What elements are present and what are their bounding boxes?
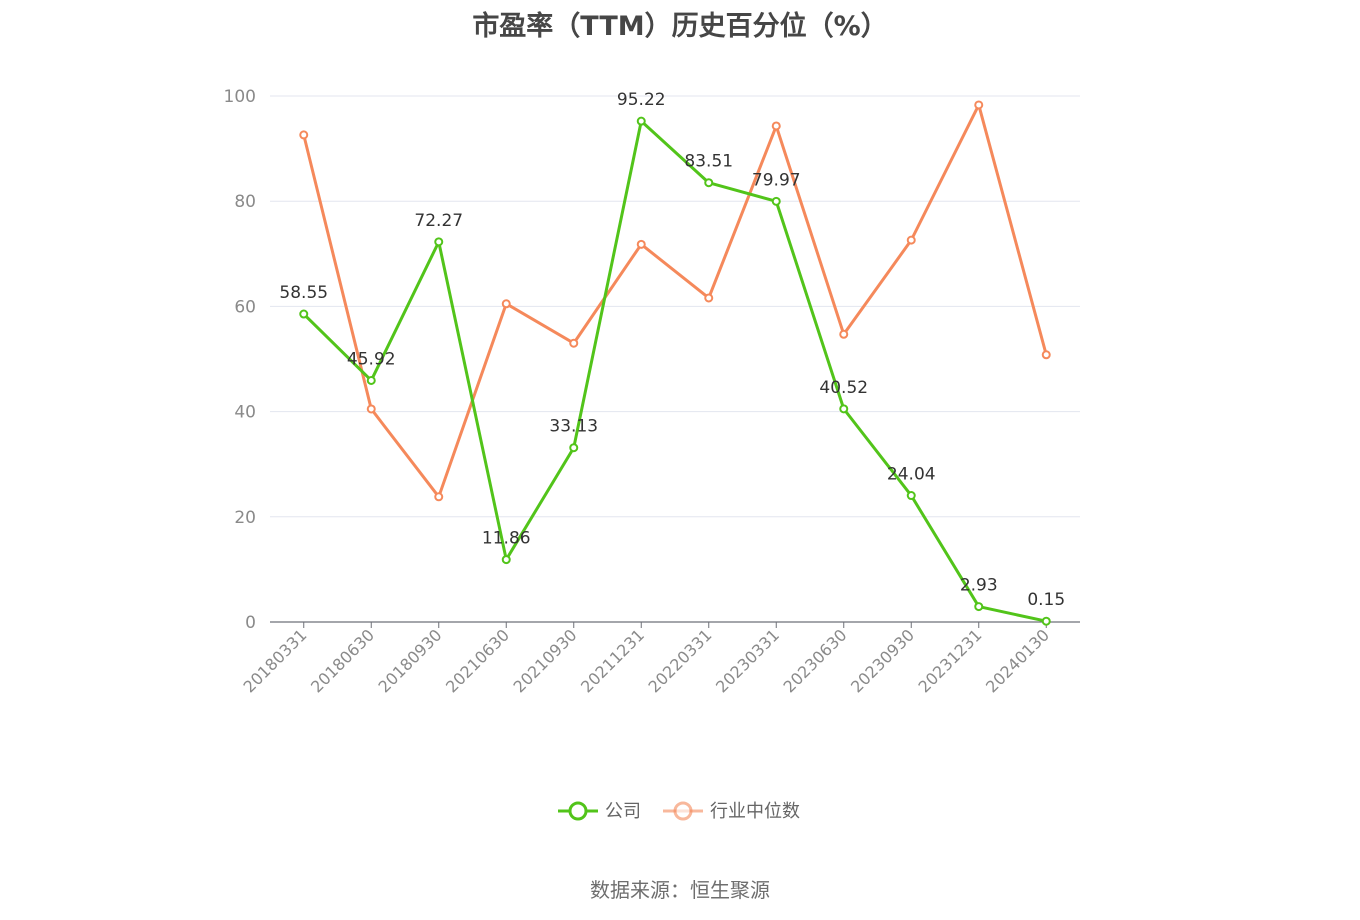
data-label: 11.86 xyxy=(482,529,531,549)
series xyxy=(299,100,1051,626)
data-point xyxy=(366,375,376,385)
legend-label: 公司 xyxy=(605,801,641,822)
data-labels: 58.55 45.92 72.27 11.86 33.13 95.22 83.51 79.97… xyxy=(279,90,1065,610)
data-point xyxy=(839,404,849,414)
x-tick-label: 20180630 xyxy=(307,625,378,696)
legend-item-1: 公司 xyxy=(558,801,641,822)
data-point xyxy=(704,178,714,188)
data-point xyxy=(636,239,646,249)
data-point xyxy=(434,237,444,247)
x-tick-label: 20230331 xyxy=(712,625,783,696)
y-tick-label: 0 xyxy=(245,613,256,633)
data-point xyxy=(569,338,579,348)
x-tick-label: 20240130 xyxy=(982,625,1053,696)
data-point xyxy=(636,116,646,126)
data-point xyxy=(771,121,781,131)
data-point xyxy=(704,293,714,303)
data-point xyxy=(299,130,309,140)
series-line-公司 xyxy=(302,119,1047,623)
data-point xyxy=(299,309,309,319)
data-point xyxy=(839,329,849,339)
x-tick-label: 20210930 xyxy=(510,625,581,696)
legend: 公司 行业中位数 xyxy=(558,801,800,822)
data-point xyxy=(434,492,444,502)
legend-marker xyxy=(673,801,693,821)
y-tick-label: 60 xyxy=(234,297,256,317)
data-point xyxy=(906,491,916,501)
y-tick-label: 80 xyxy=(234,192,256,212)
legend-label: 行业中位数 xyxy=(710,801,800,822)
data-label: 72.27 xyxy=(414,211,463,231)
x-tick-label: 20211231 xyxy=(577,625,648,696)
y-tick-label: 100 xyxy=(224,87,256,107)
y-tick-label: 20 xyxy=(234,508,256,528)
x-tick-label: 20230930 xyxy=(847,625,918,696)
data-point xyxy=(906,235,916,245)
x-tick-label: 20220331 xyxy=(645,625,716,696)
data-point xyxy=(366,404,376,414)
legend-marker xyxy=(568,801,588,821)
data-point xyxy=(1041,350,1051,360)
series-line-行业中位数 xyxy=(302,103,1048,499)
data-point xyxy=(501,555,511,565)
data-point xyxy=(974,602,984,612)
data-label: 45.92 xyxy=(347,349,396,369)
data-point xyxy=(771,196,781,206)
data-label: 95.22 xyxy=(617,90,666,110)
data-label: 24.04 xyxy=(887,465,936,485)
data-source-note: 数据来源：恒生聚源 xyxy=(590,878,770,902)
data-label: 40.52 xyxy=(819,378,868,398)
x-tick-label: 20210630 xyxy=(442,625,513,696)
x-tick-label: 20230630 xyxy=(780,625,851,696)
data-label: 33.13 xyxy=(549,417,598,437)
data-point xyxy=(974,100,984,110)
data-label: 79.97 xyxy=(752,170,801,190)
axes: 0204060801002018033120180630201809302021… xyxy=(224,87,1080,696)
data-point xyxy=(1041,616,1051,626)
data-label: 2.93 xyxy=(960,576,998,596)
data-label: 83.51 xyxy=(684,152,733,172)
data-label: 58.55 xyxy=(279,283,328,303)
data-point xyxy=(501,299,511,309)
data-label: 0.15 xyxy=(1027,590,1065,610)
grid-lines xyxy=(270,95,1080,518)
x-tick-label: 20180930 xyxy=(375,625,446,696)
y-tick-label: 40 xyxy=(234,403,256,423)
x-tick-label: 20231231 xyxy=(915,625,986,696)
x-tick-label: 20180331 xyxy=(240,625,311,696)
data-point xyxy=(569,443,579,453)
legend-item-2: 行业中位数 xyxy=(663,801,800,822)
chart-title: 市盈率（TTM）历史百分位（%） xyxy=(472,11,888,42)
